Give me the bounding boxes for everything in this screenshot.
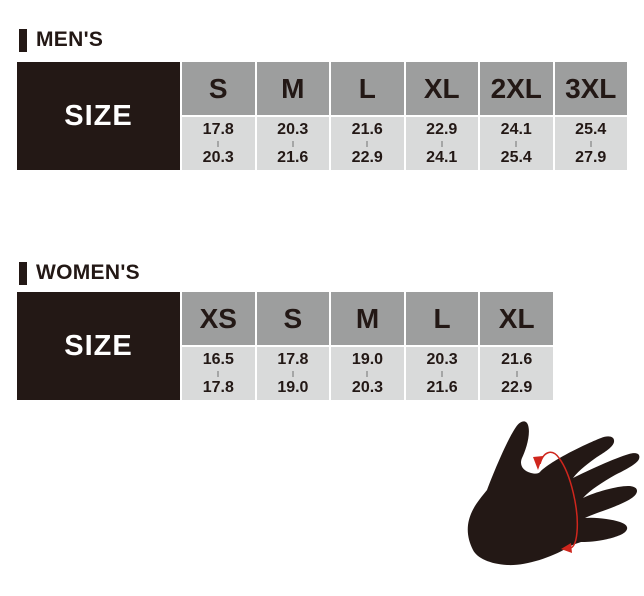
womens-col-header-s: S xyxy=(256,292,330,345)
range-max: 25.4 xyxy=(500,148,532,166)
range-min: 22.9 xyxy=(426,120,458,138)
womens-range-xs: 16.5 17.8 xyxy=(182,347,255,400)
range-separator xyxy=(291,370,294,377)
range-min: 20.3 xyxy=(426,350,458,368)
range-max: 21.6 xyxy=(277,148,309,166)
range-min: 21.6 xyxy=(351,120,383,138)
range-separator xyxy=(515,370,518,377)
range-separator xyxy=(441,370,444,377)
hand-silhouette-icon xyxy=(467,421,640,566)
range-separator xyxy=(589,140,592,147)
mens-range-3xl: 25.4 27.9 xyxy=(554,117,627,170)
mens-section-heading: MEN'S xyxy=(19,28,103,52)
mens-size-table: SIZE S M L XL 2XL 3XL 17.8 20.3 20.3 21.… xyxy=(17,62,627,170)
heading-bar-icon xyxy=(19,261,27,285)
range-separator xyxy=(366,370,369,377)
womens-size-row-header: SIZE xyxy=(17,292,180,400)
womens-size-table: SIZE XS S M L XL 16.5 17.8 17.8 19.0 19.… xyxy=(17,292,553,400)
womens-col-header-m: M xyxy=(331,292,404,345)
range-min: 17.8 xyxy=(277,350,309,368)
womens-section-title: WOMEN'S xyxy=(36,261,140,284)
mens-col-header-m: M xyxy=(256,62,329,115)
measurement-arrowhead-top-icon xyxy=(533,456,543,470)
womens-range-m: 19.0 20.3 xyxy=(331,347,404,400)
range-separator xyxy=(291,140,294,147)
range-min: 20.3 xyxy=(277,120,309,138)
range-separator xyxy=(515,140,518,147)
mens-range-l: 21.6 22.9 xyxy=(331,117,404,170)
range-min: 25.4 xyxy=(575,120,607,138)
mens-range-xl: 22.9 24.1 xyxy=(405,117,478,170)
womens-range-xl: 21.6 22.9 xyxy=(480,347,553,400)
mens-col-header-xl: XL xyxy=(405,62,478,115)
range-max: 22.9 xyxy=(351,148,383,166)
range-separator xyxy=(440,140,443,147)
range-min: 19.0 xyxy=(351,350,384,368)
womens-col-header-l: L xyxy=(405,292,479,345)
womens-col-header-xs: XS xyxy=(182,292,255,345)
range-max: 27.9 xyxy=(575,148,607,166)
measurement-arrowhead-bottom-icon xyxy=(561,543,572,553)
range-min: 24.1 xyxy=(500,120,532,138)
range-max: 20.3 xyxy=(202,148,234,166)
range-separator xyxy=(366,140,369,147)
womens-col-header-xl: XL xyxy=(480,292,553,345)
mens-col-header-l: L xyxy=(331,62,404,115)
mens-size-row-header: SIZE xyxy=(17,62,180,170)
range-min: 21.6 xyxy=(501,350,533,368)
mens-range-s: 17.8 20.3 xyxy=(182,117,255,170)
mens-col-header-s: S xyxy=(182,62,255,115)
mens-range-m: 20.3 21.6 xyxy=(256,117,329,170)
range-max: 24.1 xyxy=(426,148,458,166)
range-separator xyxy=(217,140,220,147)
mens-range-2xl: 24.1 25.4 xyxy=(480,117,553,170)
range-max: 22.9 xyxy=(501,378,533,396)
range-min: 16.5 xyxy=(202,350,234,368)
range-min: 17.8 xyxy=(202,120,234,138)
range-max: 21.6 xyxy=(426,378,458,396)
mens-col-header-2xl: 2XL xyxy=(480,62,553,115)
womens-range-l: 20.3 21.6 xyxy=(405,347,479,400)
range-max: 20.3 xyxy=(351,378,384,396)
range-separator xyxy=(217,370,220,377)
mens-col-header-3xl: 3XL xyxy=(554,62,627,115)
womens-range-s: 17.8 19.0 xyxy=(256,347,330,400)
womens-section-heading: WOMEN'S xyxy=(19,261,140,285)
heading-bar-icon xyxy=(19,28,27,52)
hand-measurement-icon xyxy=(467,421,640,566)
range-max: 17.8 xyxy=(202,378,234,396)
mens-section-title: MEN'S xyxy=(36,28,104,51)
range-max: 19.0 xyxy=(277,378,309,396)
measurement-line-icon xyxy=(539,451,579,550)
